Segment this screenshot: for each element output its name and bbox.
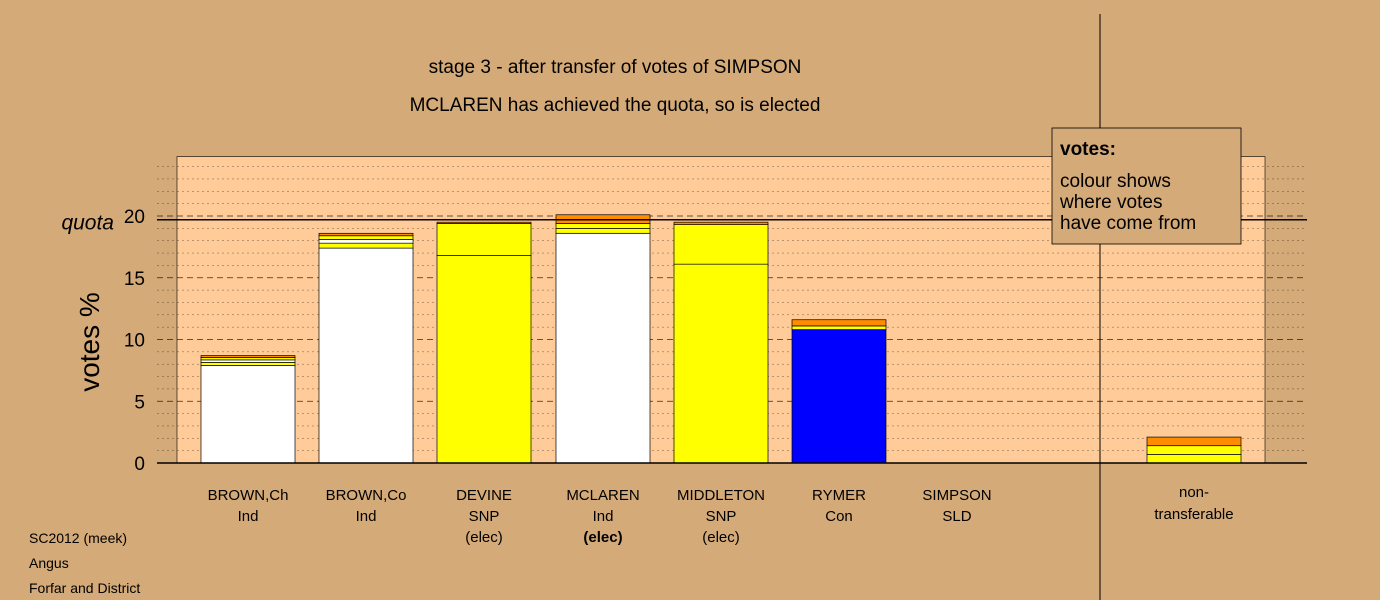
bar-rymer-segment-2 (791, 319, 887, 327)
y-tick-label: 15 (124, 269, 145, 290)
bar-rymer-segment-1 (791, 325, 887, 330)
category-label: Ind (593, 508, 614, 525)
category-label-nontransferable: transferable (1154, 506, 1233, 523)
footer-council: Angus (29, 555, 69, 571)
footer-ward: Forfar and District (29, 580, 141, 596)
bar-rymer-segment-0 (791, 329, 887, 464)
bar-nontransferable-segment-2 (1146, 436, 1242, 447)
category-label: MCLAREN (566, 487, 639, 504)
bar-mclaren-segment-1 (555, 228, 651, 234)
bar-brown-ch-segment-0 (200, 365, 296, 464)
footer-election: SC2012 (meek) (29, 530, 128, 546)
bar-brown-co-segment-3 (318, 235, 414, 240)
quota-label: quota (61, 212, 114, 235)
category-label: MIDDLETON (677, 487, 765, 504)
category-label: SLD (942, 508, 971, 525)
y-axis-label: votes % (74, 292, 105, 392)
bar-mclaren-segment-0 (555, 232, 651, 464)
bar-brown-co-segment-2 (318, 239, 414, 244)
chart-subtitle: MCLAREN has achieved the quota, so is el… (410, 95, 821, 116)
category-label: (elec) (465, 529, 503, 546)
bar-middleton-segment-0 (673, 263, 769, 464)
bar-nontransferable-segment-0 (1146, 454, 1242, 464)
legend-text: colour shows (1060, 171, 1171, 192)
y-tick-label: 10 (124, 331, 145, 352)
category-label: Ind (238, 508, 259, 525)
bar-devine-segment-0 (436, 255, 532, 464)
y-tick-label: 5 (134, 392, 145, 413)
bar-brown-ch-segment-2 (200, 359, 296, 363)
legend-text: where votes (1059, 192, 1162, 213)
category-label: BROWN,Ch (208, 487, 289, 504)
category-label: BROWN,Co (326, 487, 407, 504)
bar-brown-co-segment-0 (318, 247, 414, 464)
bar-middleton-segment-2 (673, 221, 769, 225)
category-label: DEVINE (456, 487, 512, 504)
bar-brown-co-segment-1 (318, 242, 414, 249)
category-label: Con (825, 508, 853, 525)
bar-nontransferable-segment-1 (1146, 445, 1242, 455)
legend-text: have come from (1060, 213, 1196, 234)
y-tick-label: 20 (124, 207, 145, 228)
y-tick-label: 0 (134, 454, 145, 475)
bar-devine-segment-1 (436, 223, 532, 256)
bar-mclaren-segment-2 (555, 223, 651, 229)
category-label: SNP (469, 508, 500, 525)
legend-box (1051, 127, 1242, 245)
bar-middleton-segment-1 (673, 224, 769, 265)
legend-title: votes: (1060, 139, 1116, 160)
chart-title: stage 3 - after transfer of votes of SIM… (429, 57, 802, 78)
category-label: SIMPSON (922, 487, 991, 504)
bar-brown-co-segment-4 (318, 232, 414, 237)
category-label: (elec) (583, 529, 622, 546)
category-label: SNP (706, 508, 737, 525)
category-label: Ind (356, 508, 377, 525)
category-label-nontransferable: non- (1179, 484, 1209, 501)
category-label: (elec) (702, 529, 740, 546)
category-label: RYMER (812, 487, 866, 504)
bar-brown-ch-segment-1 (200, 361, 296, 366)
bar-brown-ch-segment-3 (200, 357, 296, 361)
bar-devine-segment-2 (436, 221, 532, 224)
bar-brown-ch-segment-4 (200, 355, 296, 358)
